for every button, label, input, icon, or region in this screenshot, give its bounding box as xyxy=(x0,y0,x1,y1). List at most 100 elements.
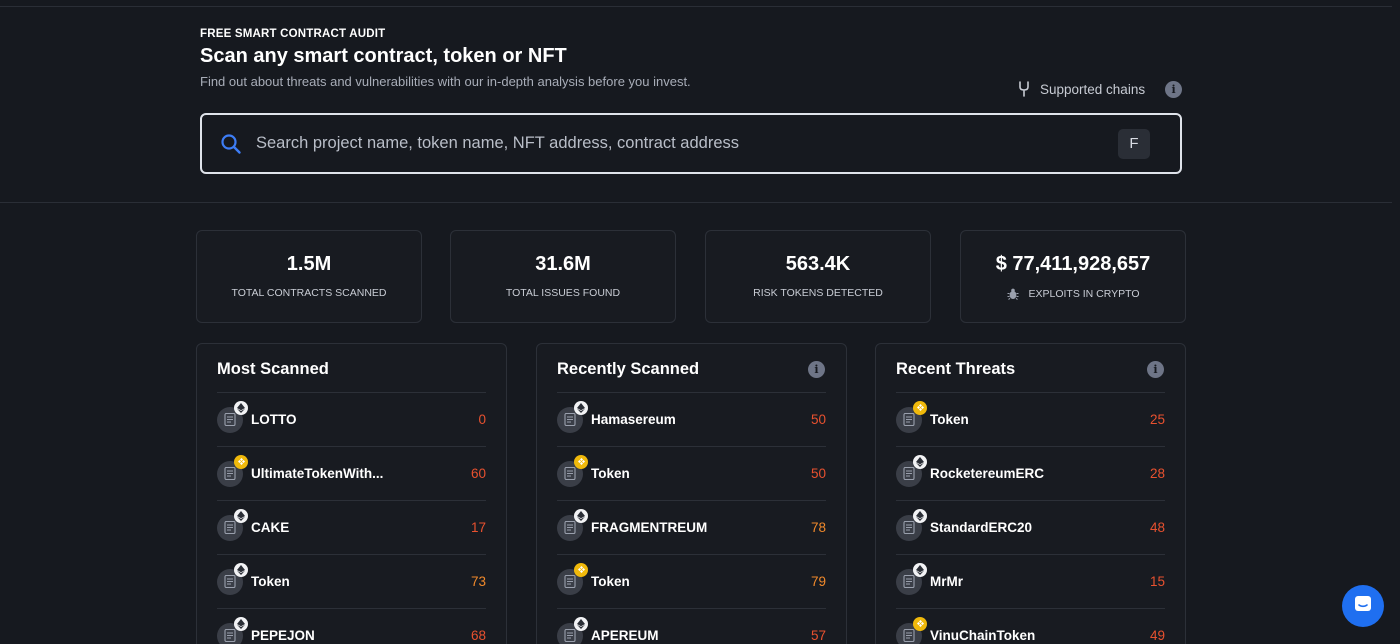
panel-title: Recently Scanned xyxy=(557,359,700,378)
list-item[interactable]: StandardERC20 48 xyxy=(896,501,1165,555)
bnb-chain-icon xyxy=(574,562,588,577)
search-input[interactable]: Search project name, token name, NFT add… xyxy=(256,134,740,152)
token-name: VinuChainToken xyxy=(930,628,1036,643)
contract-icon xyxy=(903,412,915,427)
ethereum-icon xyxy=(234,400,248,415)
bnb-chain-icon xyxy=(574,454,588,469)
token-name: Hamasereum xyxy=(591,412,676,427)
token-name: FRAGMENTREUM xyxy=(591,520,708,535)
risk-score: 28 xyxy=(1149,466,1165,481)
stat-value: 1.5M xyxy=(286,253,332,275)
list-item[interactable]: Token 79 xyxy=(557,555,826,609)
list-item[interactable]: MrMr 15 xyxy=(896,555,1165,609)
fork-icon xyxy=(1016,80,1032,98)
ethereum-icon xyxy=(234,562,248,577)
list-item[interactable]: PEPEJON 68 xyxy=(217,609,486,644)
list-item[interactable]: VinuChainToken 49 xyxy=(896,609,1165,644)
token-icon xyxy=(896,562,927,595)
stat-label: RISK TOKENS DETECTED xyxy=(753,287,883,299)
supported-chains-label: Supported chains xyxy=(1040,81,1146,97)
contract-icon xyxy=(564,628,576,643)
token-icon xyxy=(217,508,248,541)
chat-button[interactable] xyxy=(1342,585,1384,627)
recent-threats-panel: Recent Threats i Token 25 RocketereumERC 28 St… xyxy=(875,343,1186,644)
list-item[interactable]: Hamasereum 50 xyxy=(557,393,826,447)
contract-icon xyxy=(224,574,236,589)
list-item[interactable]: CAKE 17 xyxy=(217,501,486,555)
contract-icon xyxy=(224,466,236,481)
contract-icon xyxy=(224,412,236,427)
risk-score: 68 xyxy=(470,628,486,643)
page-subtitle: Find out about threats and vulnerabiliti… xyxy=(200,74,691,89)
token-icon xyxy=(557,562,588,595)
list-item[interactable]: FRAGMENTREUM 78 xyxy=(557,501,826,555)
risk-score: 60 xyxy=(470,466,486,481)
token-icon xyxy=(217,400,248,433)
search-bar[interactable]: Search project name, token name, NFT add… xyxy=(200,113,1182,174)
stat-value: 31.6M xyxy=(535,253,591,275)
info-icon[interactable]: i xyxy=(808,360,825,378)
list-item[interactable]: Token 25 xyxy=(896,393,1165,447)
contract-icon xyxy=(903,574,915,589)
risk-score: 57 xyxy=(810,628,826,643)
risk-score: 17 xyxy=(470,520,486,535)
token-name: Token xyxy=(930,412,969,427)
stat-label: EXPLOITS IN CRYPTO xyxy=(1028,288,1140,300)
hero-eyebrow: FREE SMART CONTRACT AUDIT xyxy=(200,28,386,40)
keyboard-shortcut-badge: F xyxy=(1118,128,1150,159)
list-item[interactable]: RocketereumERC 28 xyxy=(896,447,1165,501)
search-icon xyxy=(220,133,242,155)
risk-score: 15 xyxy=(1149,574,1165,589)
bnb-chain-icon xyxy=(234,454,248,469)
token-name: RocketereumERC xyxy=(930,466,1045,481)
supported-chains-button[interactable]: Supported chains i xyxy=(1016,79,1183,99)
ethereum-icon xyxy=(913,508,927,523)
token-name: LOTTO xyxy=(251,412,297,427)
bug-icon xyxy=(1006,287,1020,301)
risk-score: 49 xyxy=(1149,628,1165,643)
info-icon[interactable]: i xyxy=(1147,360,1164,378)
most-scanned-panel: Most Scanned LOTTO 0 UltimateTokenWith... 60… xyxy=(196,343,507,644)
ethereum-icon xyxy=(913,454,927,469)
panel-header: Recently Scanned i xyxy=(557,344,826,393)
info-icon[interactable]: i xyxy=(1165,80,1183,98)
stat-card-exploits: $ 77,411,928,657 EXPLOITS IN CRYPTO xyxy=(960,230,1186,323)
token-icon xyxy=(896,616,927,644)
ethereum-icon xyxy=(574,616,588,631)
stat-card-risk-tokens: 563.4K RISK TOKENS DETECTED xyxy=(705,230,931,323)
list-item[interactable]: APEREUM 57 xyxy=(557,609,826,644)
page-title: Scan any smart contract, token or NFT xyxy=(200,45,567,67)
risk-score: 73 xyxy=(470,574,486,589)
list-item[interactable]: UltimateTokenWith... 60 xyxy=(217,447,486,501)
contract-icon xyxy=(903,628,915,643)
list-item[interactable]: LOTTO 0 xyxy=(217,393,486,447)
stat-label: TOTAL ISSUES FOUND xyxy=(505,287,621,299)
contract-icon xyxy=(903,466,915,481)
ethereum-icon xyxy=(913,562,927,577)
chat-icon xyxy=(1353,594,1373,619)
ethereum-icon xyxy=(234,616,248,631)
contract-icon xyxy=(564,574,576,589)
contract-icon xyxy=(224,520,236,535)
risk-score: 78 xyxy=(810,520,826,535)
bnb-chain-icon xyxy=(913,616,927,631)
list-item[interactable]: Token 50 xyxy=(557,447,826,501)
risk-score: 0 xyxy=(478,412,486,427)
contract-icon xyxy=(903,520,915,535)
token-name: Token xyxy=(591,466,630,481)
list-item[interactable]: Token 73 xyxy=(217,555,486,609)
token-name: UltimateTokenWith... xyxy=(251,466,384,481)
token-name: PEPEJON xyxy=(251,628,315,643)
token-name: Token xyxy=(251,574,290,589)
ethereum-icon xyxy=(234,508,248,523)
panel-header: Recent Threats i xyxy=(896,344,1165,393)
risk-score: 25 xyxy=(1149,412,1165,427)
token-name: CAKE xyxy=(251,520,290,535)
panel-header: Most Scanned xyxy=(217,344,486,393)
risk-score: 50 xyxy=(810,466,826,481)
stat-label-row: EXPLOITS IN CRYPTO xyxy=(1006,287,1140,301)
contract-icon xyxy=(564,520,576,535)
hero-divider xyxy=(0,202,1392,203)
bnb-chain-icon xyxy=(913,400,927,415)
top-divider xyxy=(0,6,1392,7)
